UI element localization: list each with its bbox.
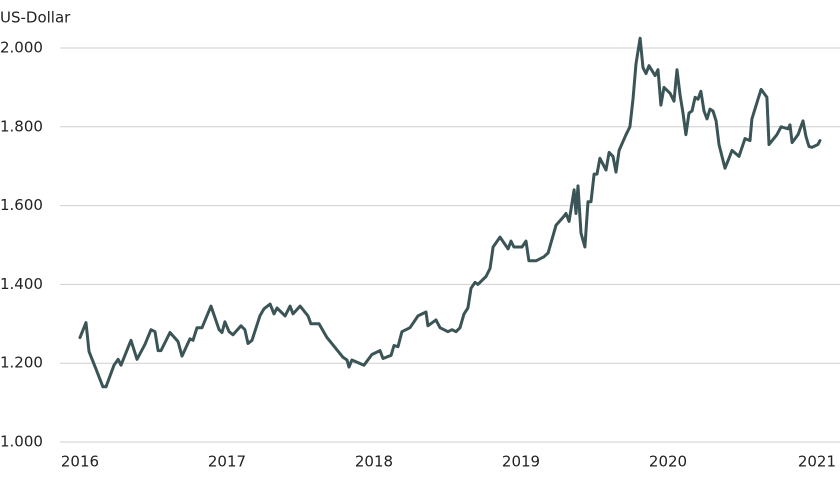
y-tick-label: 1.800 — [0, 117, 43, 135]
x-tick-label: 2019 — [502, 453, 540, 471]
y-tick-label: 1.200 — [0, 354, 43, 372]
y-tick-label: 1.400 — [0, 275, 43, 293]
price-line — [78, 36, 822, 389]
x-tick-label: 2018 — [355, 453, 393, 471]
chart-title: US-Dollar — [0, 9, 71, 27]
y-tick-label: 1.000 — [0, 433, 43, 451]
y-tick-label: 2.000 — [0, 39, 43, 57]
x-tick-label: 2021 — [798, 453, 836, 471]
x-tick-label: 2016 — [61, 453, 99, 471]
x-tick-label: 2020 — [649, 453, 687, 471]
x-tick-label: 2017 — [208, 453, 246, 471]
y-tick-label: 1.600 — [0, 196, 43, 214]
